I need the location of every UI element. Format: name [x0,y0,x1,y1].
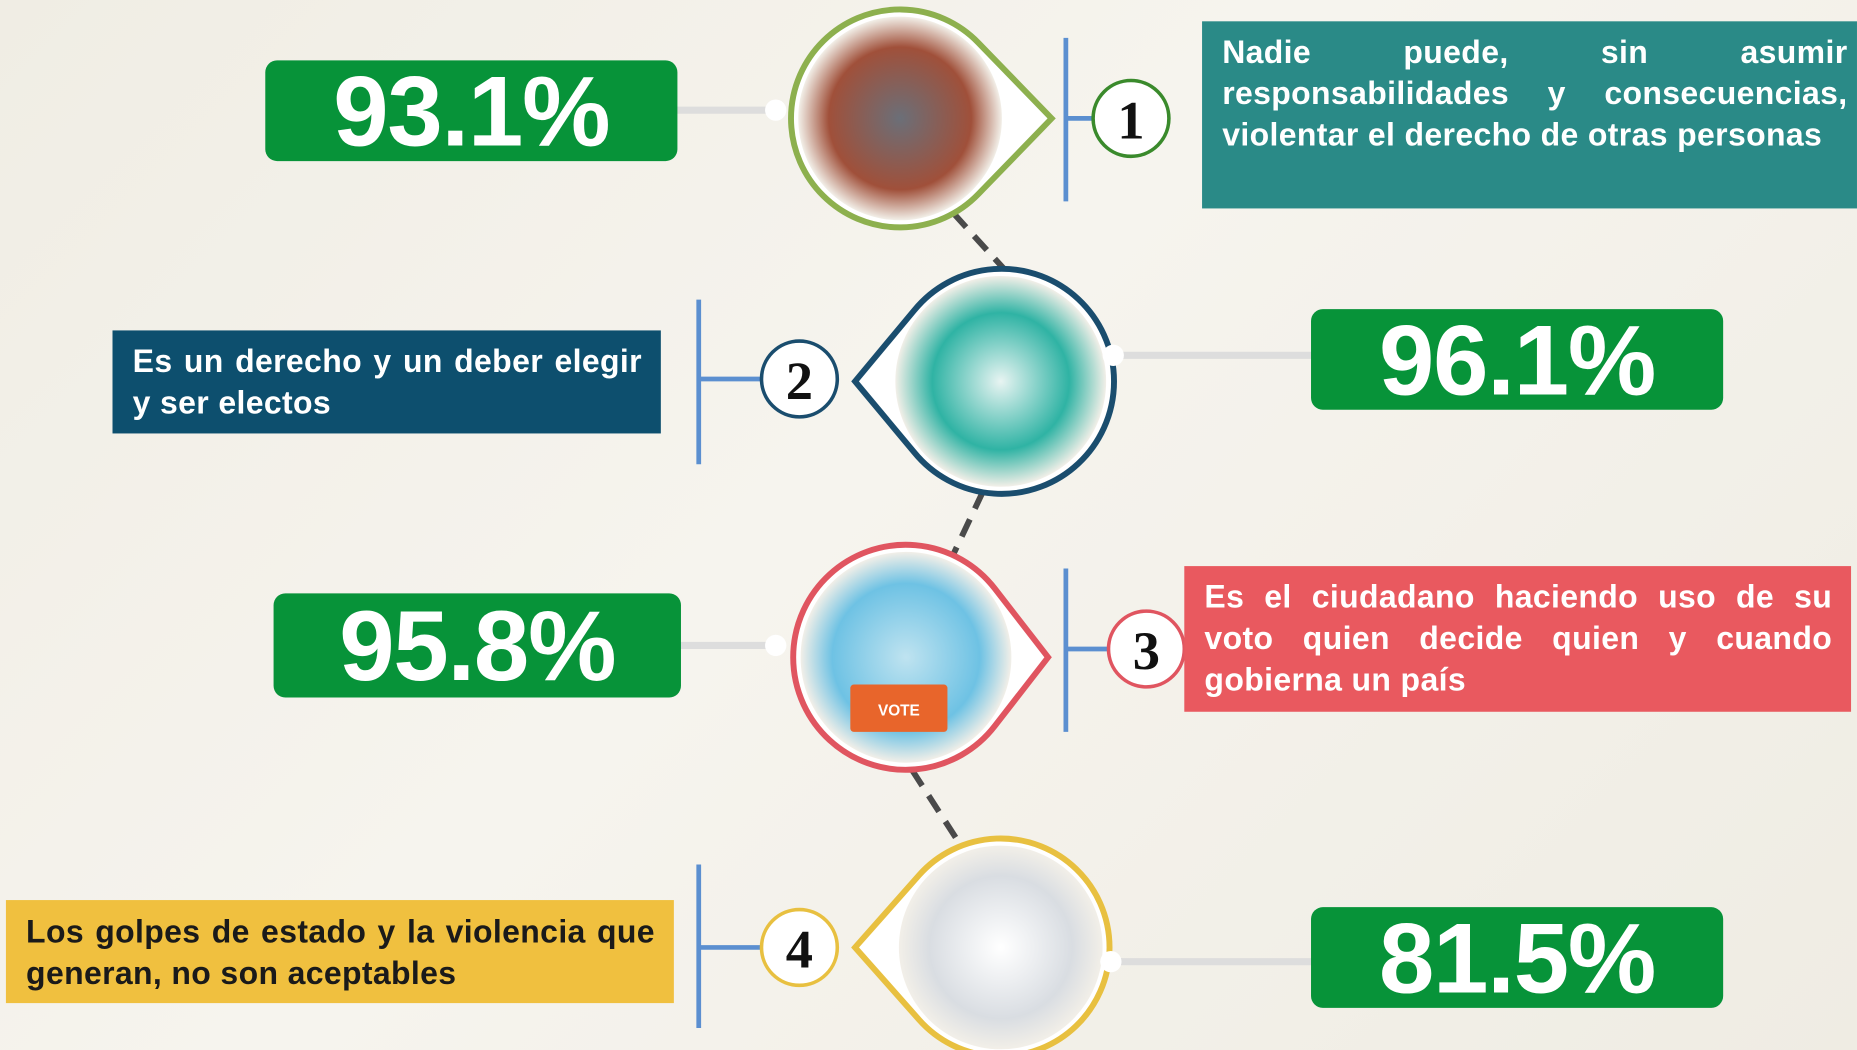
percent: 93.1% [265,60,677,161]
infographic: 1 2 VOTE 3 4 93.1% Nadie puede, sin asum… [0,0,1857,1050]
percent: 81.5% [1311,907,1723,1008]
statement: Los golpes de estado y la violencia que … [6,900,674,1003]
photo [899,846,1103,1050]
number: 2 [786,350,813,411]
number: 3 [1133,620,1160,681]
number: 1 [1117,90,1144,151]
photo [895,276,1106,487]
percent: 95.8% [274,593,681,697]
statement: Nadie puede, sin asumir responsabilidade… [1202,21,1857,208]
svg-text:VOTE: VOTE [878,702,920,719]
number: 4 [786,919,813,980]
photo [798,17,1002,221]
statement: Es un derecho y un deber elegir y ser el… [113,330,661,433]
statement: Es el ciudadano haciendo uso de su voto … [1184,566,1851,712]
percent: 96.1% [1311,309,1723,410]
